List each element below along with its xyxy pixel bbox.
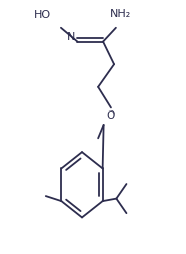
- Text: N: N: [67, 31, 76, 42]
- Text: NH₂: NH₂: [110, 9, 131, 20]
- Text: O: O: [106, 111, 114, 121]
- Circle shape: [107, 111, 114, 121]
- Text: O: O: [106, 110, 115, 120]
- Text: HO: HO: [34, 10, 51, 20]
